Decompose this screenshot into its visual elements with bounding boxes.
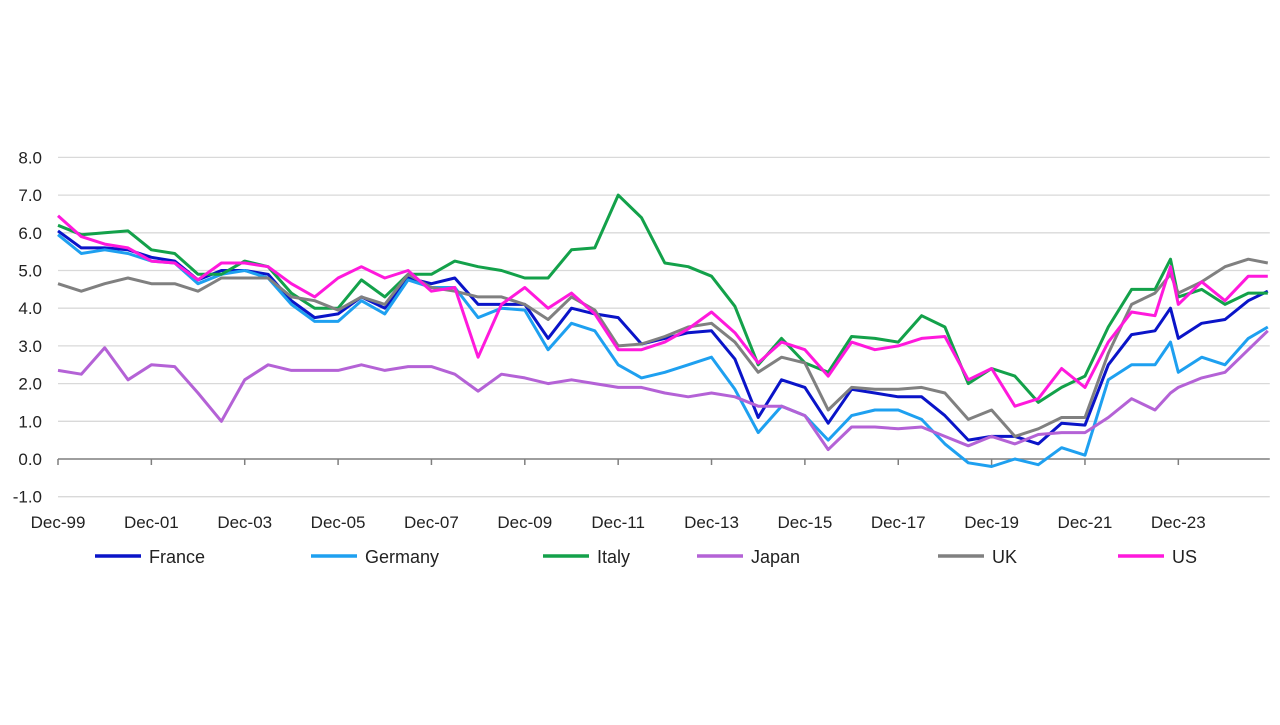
gridlines (58, 156, 1270, 498)
y-axis-tick-labels: -1.0 0.0 1.0 2.0 3.0 4.0 5.0 6.0 7.0 8.0 (13, 148, 42, 506)
legend-item-italy: Italy (543, 547, 630, 567)
legend: France Germany Italy Japan UK US (95, 547, 1197, 567)
legend-label: Japan (751, 547, 800, 567)
x-tick-label: Dec-17 (871, 513, 926, 532)
y-tick-label: 5.0 (18, 262, 42, 281)
x-tick-label: Dec-21 (1058, 513, 1113, 532)
x-tick-label: Dec-13 (684, 513, 739, 532)
x-tick-label: Dec-11 (591, 513, 645, 532)
series-lines (57, 193, 1269, 468)
y-tick-label: 4.0 (18, 299, 42, 318)
legend-item-us: US (1118, 547, 1197, 567)
x-tick-label: Dec-19 (964, 513, 1019, 532)
x-tick-label: Dec-01 (124, 513, 179, 532)
y-tick-label: 3.0 (18, 337, 42, 356)
x-tick-label: Dec-03 (217, 513, 272, 532)
y-tick-label: 2.0 (18, 375, 42, 394)
legend-item-japan: Japan (697, 547, 800, 567)
y-tick-label: 6.0 (18, 224, 42, 243)
legend-label: France (149, 547, 205, 567)
y-tick-label: 7.0 (18, 186, 42, 205)
x-tick-label: Dec-07 (404, 513, 459, 532)
x-tick-label: Dec-23 (1151, 513, 1206, 532)
y-tick-label: 8.0 (18, 148, 42, 167)
y-tick-label: 0.0 (18, 450, 42, 469)
x-tick-label: Dec-15 (777, 513, 832, 532)
series-line-uk (57, 257, 1269, 438)
legend-item-uk: UK (938, 547, 1017, 567)
legend-label: US (1172, 547, 1197, 567)
legend-item-france: France (95, 547, 205, 567)
legend-item-germany: Germany (311, 547, 439, 567)
series-line-japan (57, 329, 1269, 452)
y-tick-label: 1.0 (18, 412, 42, 431)
x-axis: Dec-99 Dec-01 Dec-03 Dec-05 Dec-07 Dec-09 Dec-… (31, 458, 1270, 532)
legend-label: UK (992, 547, 1017, 567)
legend-label: Germany (365, 547, 439, 567)
x-tick-label: Dec-09 (497, 513, 552, 532)
series-line-us (57, 214, 1268, 408)
y-tick-label: -1.0 (13, 488, 42, 507)
legend-label: Italy (597, 547, 630, 567)
x-tick-label: Dec-05 (311, 513, 366, 532)
x-tick-label: Dec-99 (31, 513, 86, 532)
